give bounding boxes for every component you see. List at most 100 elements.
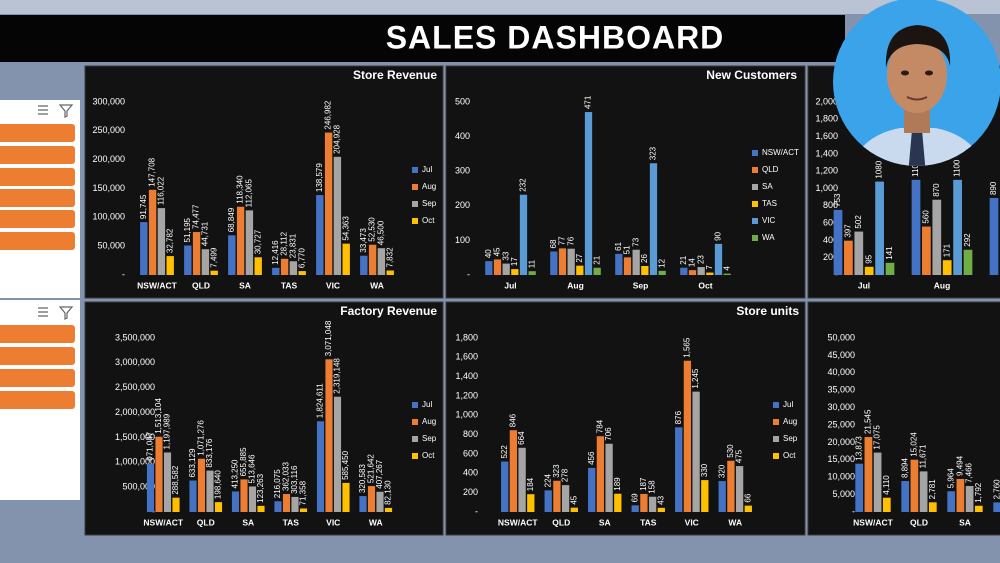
data-label: 69 <box>630 493 639 502</box>
legend-label: Sep <box>422 199 437 208</box>
x-tick-label: NSW/ACT <box>143 517 183 527</box>
data-label: 303,116 <box>290 465 299 494</box>
data-label: 52,530 <box>368 217 377 242</box>
bar <box>911 179 921 275</box>
data-label: 971,047 <box>146 431 155 460</box>
data-label: 397 <box>844 224 853 238</box>
bar <box>631 505 639 512</box>
data-label: 471 <box>584 95 593 109</box>
data-label: 26 <box>640 254 649 263</box>
bar <box>873 452 882 512</box>
bar <box>882 497 891 512</box>
data-label: 13,873 <box>854 436 863 461</box>
bar <box>316 421 325 512</box>
data-label: 112,065 <box>245 179 254 208</box>
bar <box>172 497 180 512</box>
data-label: 54,363 <box>341 216 350 241</box>
bar <box>236 206 245 275</box>
legend-swatch <box>752 167 758 173</box>
bar <box>299 508 308 512</box>
legend-label: NSW/ACT <box>762 148 799 157</box>
bar <box>197 458 206 512</box>
legend-swatch <box>412 184 418 190</box>
bar <box>272 267 280 275</box>
data-label: 68 <box>549 239 558 248</box>
data-label: 12 <box>657 258 666 267</box>
bar <box>228 235 236 275</box>
data-label: 17,075 <box>873 425 882 450</box>
bar <box>493 259 502 275</box>
bar <box>658 270 666 275</box>
y-tick-label: - <box>852 506 855 516</box>
y-tick-label: 1,800 <box>455 332 478 342</box>
y-tick-label: 100 <box>455 235 470 245</box>
bar <box>166 256 174 275</box>
x-tick-label: SA <box>242 517 254 527</box>
data-label: 11 <box>527 259 536 268</box>
bar <box>956 478 965 512</box>
bar <box>657 507 665 512</box>
data-label: 15,024 <box>910 432 919 457</box>
data-label: 323 <box>552 464 561 478</box>
slicer-buttons[interactable] <box>0 124 75 409</box>
y-tick-label: 200 <box>823 252 838 262</box>
data-label: 1,565 <box>683 337 692 358</box>
legend-label: Oct <box>783 451 796 460</box>
bar <box>854 231 864 275</box>
y-tick-label: 40,000 <box>827 367 855 377</box>
data-label: 560 <box>922 210 931 224</box>
chart-title: Store Revenue <box>353 68 437 82</box>
data-label: 68,849 <box>227 207 236 232</box>
legend-label: Oct <box>422 216 435 225</box>
bar <box>146 463 155 512</box>
bar <box>386 270 394 275</box>
y-tick-label: 250,000 <box>92 125 125 135</box>
x-tick-label: VIC <box>326 280 340 290</box>
legend-label: Sep <box>422 434 437 443</box>
bar <box>727 460 735 512</box>
legend-swatch <box>773 402 779 408</box>
data-label: 27 <box>575 253 584 262</box>
x-tick-label: QLD <box>197 517 215 527</box>
data-label: 216,075 <box>273 469 282 498</box>
bar <box>855 463 864 512</box>
x-tick-label: TAS <box>640 517 657 527</box>
legend-swatch <box>412 167 418 173</box>
bar <box>157 208 166 275</box>
y-tick-label: 1,400 <box>815 148 838 158</box>
data-label: 362,033 <box>282 462 291 491</box>
x-tick-label: VIC <box>326 517 340 527</box>
bar <box>298 271 306 275</box>
x-tick-label: QLD <box>192 280 210 290</box>
bar <box>254 257 262 275</box>
y-tick-label: 1,200 <box>455 390 478 400</box>
bar <box>680 267 688 275</box>
data-label: 513,646 <box>248 454 257 483</box>
data-label: 198,640 <box>214 470 223 499</box>
data-label: 17 <box>510 257 519 266</box>
data-label: 278 <box>561 468 570 482</box>
bar <box>316 195 324 275</box>
y-tick-label: 400 <box>455 131 470 141</box>
bar <box>206 470 214 512</box>
data-label: 189 <box>613 477 622 491</box>
y-tick-label: 45,000 <box>827 350 855 360</box>
bar <box>544 490 552 512</box>
bar <box>163 452 172 512</box>
bar <box>953 179 962 275</box>
data-label: 522 <box>500 445 509 459</box>
bar <box>588 467 596 512</box>
bar <box>214 502 223 512</box>
chart-title: Store units <box>736 304 799 318</box>
data-label: 95 <box>864 254 873 263</box>
data-label: 32,782 <box>165 228 174 253</box>
y-tick-label: 600 <box>463 448 478 458</box>
legend-swatch <box>412 453 418 459</box>
bar <box>614 493 622 512</box>
bar <box>148 189 157 275</box>
x-tick-label: Jul <box>504 280 516 290</box>
bar <box>502 263 510 275</box>
data-label: 664 <box>517 431 526 445</box>
chart-title: New Customers <box>706 68 797 82</box>
